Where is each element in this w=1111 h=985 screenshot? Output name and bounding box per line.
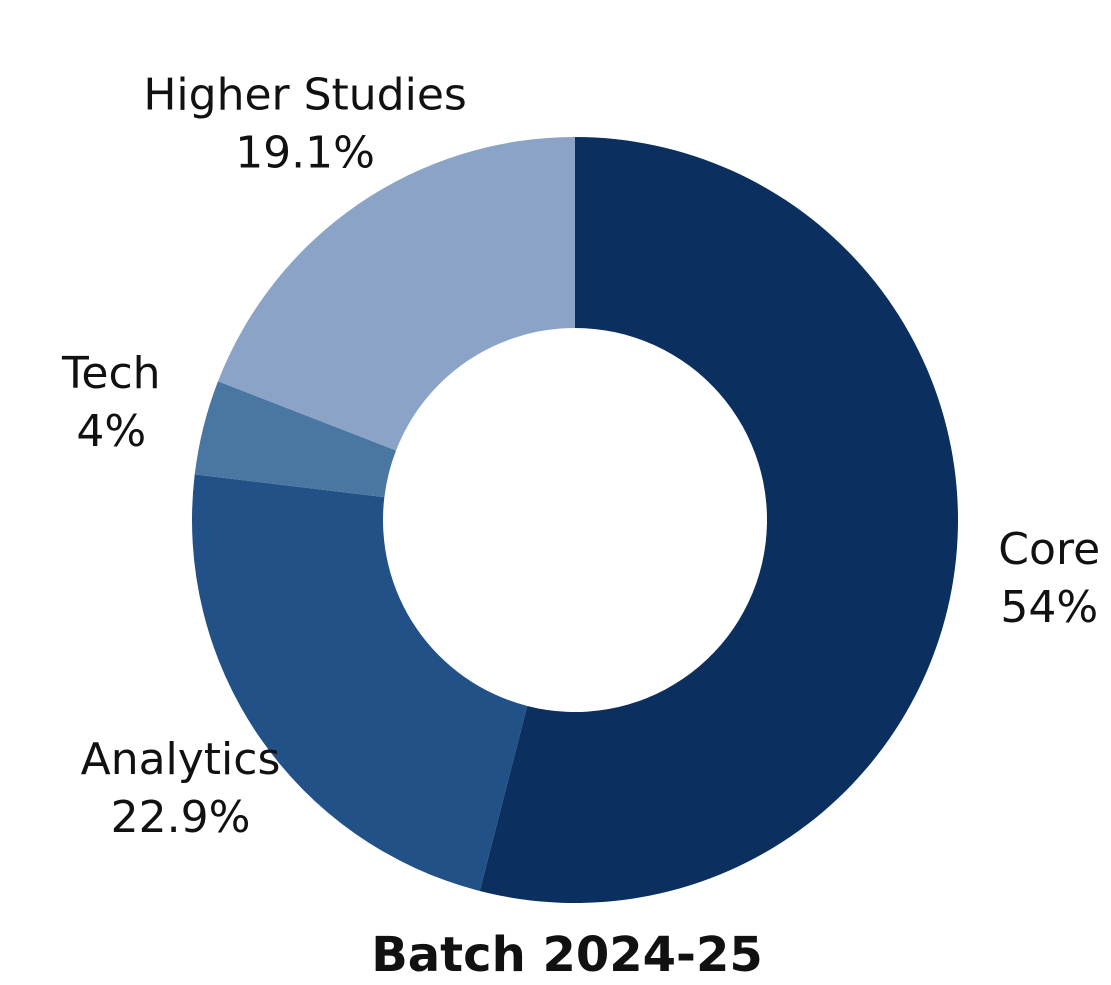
donut-slice (192, 474, 528, 891)
donut-slice (218, 137, 575, 451)
slice-label: Higher Studies (143, 70, 467, 121)
slice-label: Analytics (81, 734, 281, 785)
slice-label: Core (998, 524, 1100, 575)
slice-value-label: 4% (76, 406, 146, 457)
slice-value-label: 54% (1000, 582, 1098, 633)
donut-slice (194, 381, 397, 498)
slice-label: Tech (61, 348, 161, 399)
slice-value-label: 22.9% (111, 792, 251, 843)
donut-slice (479, 137, 958, 903)
slice-value-label: 19.1% (235, 128, 375, 179)
chart-title: Batch 2024-25 (371, 927, 763, 983)
